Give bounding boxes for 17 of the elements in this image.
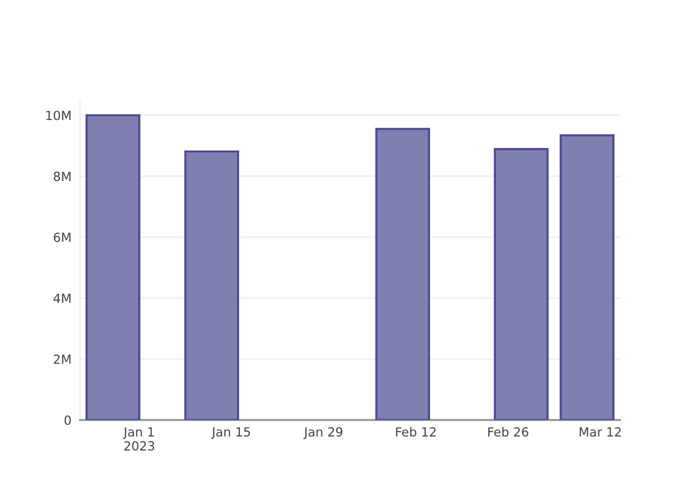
x-tick-label: Jan 15 [211, 427, 250, 439]
x-tick-label: Mar 12 [580, 427, 621, 437]
x-tick-label: Feb 12 [396, 426, 436, 437]
y-tick-label: 0 [64, 415, 71, 425]
x-tick-label: Jan 29 [303, 427, 342, 439]
bar [560, 134, 614, 420]
bar [184, 150, 240, 420]
y-tick-label: 10M [46, 110, 70, 120]
bar [86, 114, 140, 420]
y-tick-label: 8M [54, 172, 70, 182]
x-tick-label: Feb 26 [488, 426, 528, 437]
y-tick-label: 4M [54, 294, 70, 303]
y-tick-label: 2M [54, 354, 70, 364]
bar [494, 148, 549, 420]
y-tick-label: 6M [54, 232, 70, 242]
x-tick-label: Jan 1 2023 [123, 427, 154, 451]
bar [375, 128, 430, 420]
